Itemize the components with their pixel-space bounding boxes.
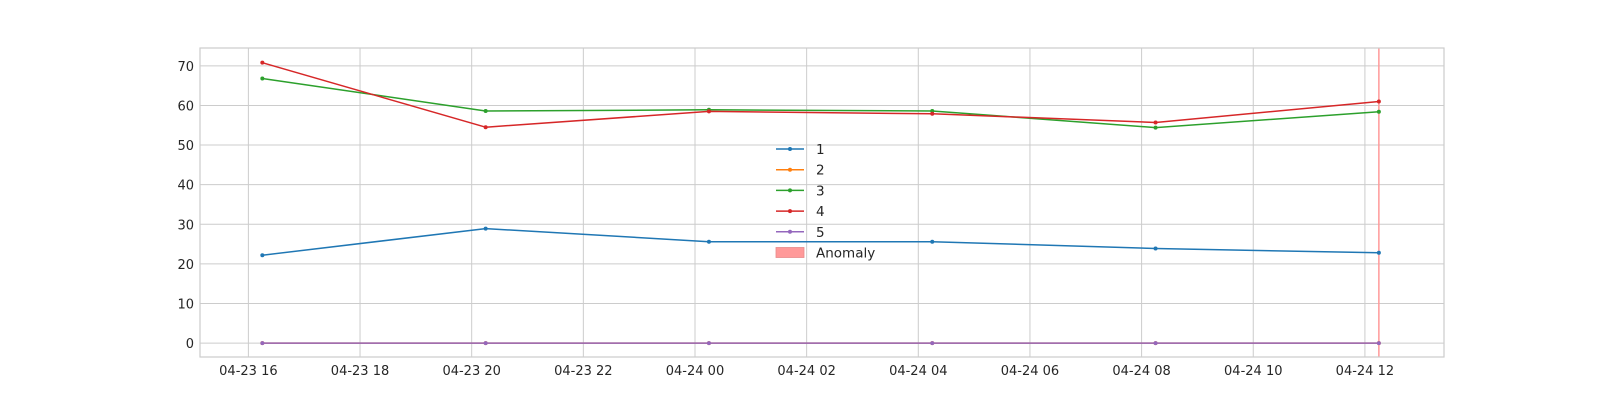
legend-marker-4 (788, 209, 792, 214)
series-1-point (260, 253, 265, 258)
series-4-point (260, 60, 265, 65)
series-5-point (1153, 341, 1158, 346)
x-tick-label: 04-24 08 (1112, 364, 1170, 379)
series-layer (260, 48, 1381, 357)
y-tick-label: 30 (177, 218, 194, 233)
series-3-point (1376, 109, 1381, 114)
y-tick-label: 40 (177, 179, 194, 194)
y-tick-label: 50 (177, 139, 194, 154)
x-tick-label: 04-24 06 (1001, 364, 1059, 379)
y-tick-label: 0 (186, 337, 194, 352)
plot-area (200, 48, 1444, 357)
series-1-point (1376, 250, 1381, 255)
series-5-point (1376, 341, 1381, 346)
legend-label-2: 2 (816, 163, 825, 179)
legend-swatch-anomaly (775, 247, 805, 258)
legend-marker-1 (788, 147, 792, 151)
series-1-line (262, 227, 1379, 256)
series-5-point (930, 341, 935, 346)
y-tick-label: 70 (177, 60, 194, 75)
series-3-point (930, 108, 935, 113)
series-3-point (260, 76, 265, 81)
series-3-point (1153, 125, 1158, 130)
series-4-point (1376, 99, 1381, 104)
series-5-point (260, 341, 265, 346)
x-tick-label: 04-24 02 (777, 364, 835, 379)
series-4-point (1153, 120, 1158, 125)
x-tick-label: 04-23 16 (219, 364, 277, 379)
x-tick-label: 04-24 10 (1224, 364, 1282, 379)
legend-label-5: 5 (816, 225, 825, 241)
series-1-point (930, 239, 935, 244)
y-tick-label: 10 (177, 298, 194, 313)
series-1-point (1153, 246, 1158, 251)
y-tick-label: 60 (177, 99, 194, 114)
series-1-point (483, 226, 488, 231)
series-4-line (262, 61, 1379, 128)
legend-label-3: 3 (816, 183, 825, 199)
legend: 1 2 3 4 5 Anomaly (775, 142, 875, 262)
legend-marker-3 (788, 188, 792, 193)
series-5-point (483, 341, 488, 346)
legend-label-anomaly: Anomaly (816, 246, 875, 262)
x-tick-label: 04-23 20 (442, 364, 500, 379)
x-tick-label: 04-23 18 (331, 364, 389, 379)
legend-label-1: 1 (816, 142, 825, 158)
series-3-line (262, 77, 1379, 129)
series-4-point (930, 111, 935, 116)
legend-marker-2 (788, 167, 792, 172)
series-4-point (706, 109, 711, 114)
legend-marker-5 (788, 229, 792, 234)
series-4-point (483, 125, 488, 130)
x-tick-label: 04-24 04 (889, 364, 947, 379)
x-tick-label: 04-24 00 (666, 364, 724, 379)
plot-border (199, 47, 1445, 358)
x-tick-label: 04-24 12 (1336, 364, 1394, 379)
x-tick-label: 04-23 22 (554, 364, 612, 379)
y-tick-label: 20 (177, 258, 194, 273)
series-3-point (483, 108, 488, 113)
series-1-point (706, 239, 711, 244)
grid (200, 48, 1444, 357)
legend-label-4: 4 (816, 204, 825, 220)
series-5-point (706, 341, 711, 346)
axes: 0 10 20 30 40 50 60 70 04-23 16 04-23 18 04-23 20 0… (177, 47, 1445, 379)
